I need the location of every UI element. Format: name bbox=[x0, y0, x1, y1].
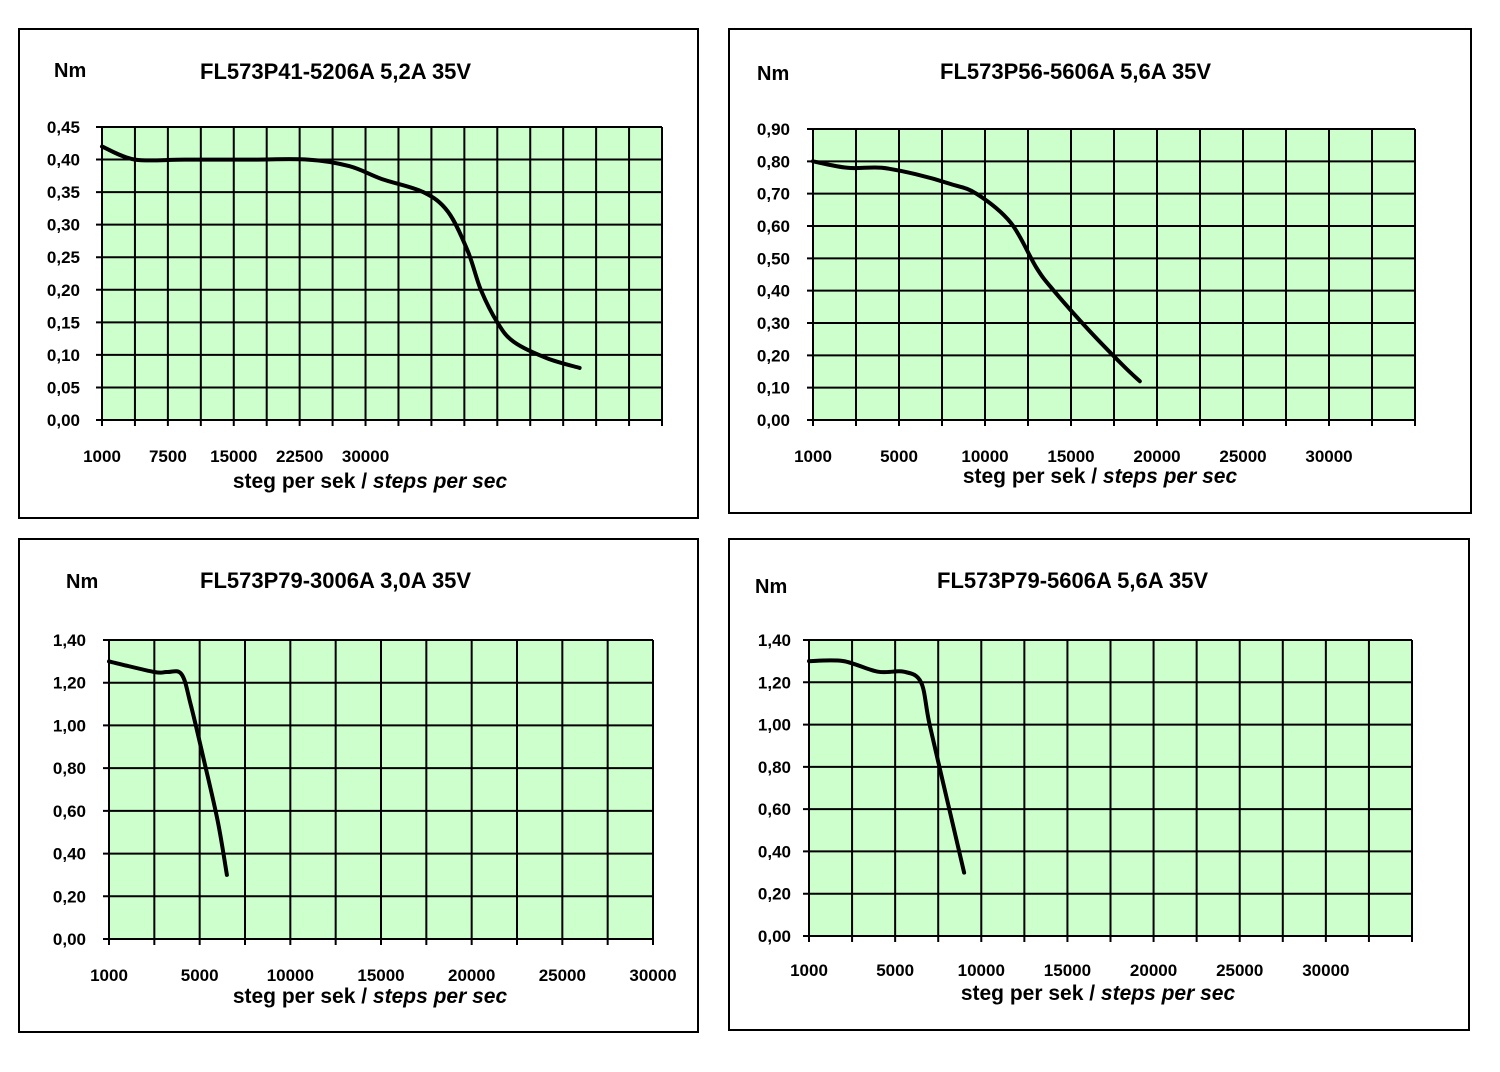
y-tick-label: 0,40 bbox=[757, 282, 790, 301]
chart-svg-1: 0,00 0,05 0,10 0,15 0,20 0,25 0,30 0,35 0,40 0,45… bbox=[47, 118, 663, 466]
y-tick-label: 0,60 bbox=[53, 802, 86, 821]
chart-title: FL573P79-3006A 3,0A 35V bbox=[200, 568, 472, 593]
x-axis-title: steg per sek / steps per sec bbox=[120, 470, 620, 494]
chart-title: FL573P41-5206A 5,2A 35V bbox=[200, 59, 472, 84]
chart-panel-2: Nm FL573P56-5606A 5,6A 35V 0,00 0,10 0,20 0… bbox=[728, 28, 1472, 514]
torque-curve bbox=[107, 659, 229, 877]
x-axis-title-main: steg per sek / bbox=[960, 982, 1101, 1005]
x-tick-label: 15000 bbox=[1044, 961, 1091, 980]
y-tick-label: 0,20 bbox=[757, 346, 790, 365]
y-tick-label: 0,35 bbox=[47, 183, 80, 202]
y-tick-label: 0,30 bbox=[47, 216, 80, 235]
y-tick-label: 0,80 bbox=[53, 759, 86, 778]
x-tick-label: 1000 bbox=[790, 961, 828, 980]
x-tick-label: 5000 bbox=[876, 961, 914, 980]
chart-panel-4: Nm FL573P79-5606A 5,6A 35V 0,00 0,20 0,40 0… bbox=[728, 538, 1470, 1031]
x-tick-label: 25000 bbox=[1216, 961, 1263, 980]
chart-svg-2: 0,00 0,10 0,20 0,30 0,40 0,50 0,60 0,70 0,80 0,90… bbox=[757, 120, 1416, 466]
y-tick-label: 0,20 bbox=[758, 885, 791, 904]
y-tick-label: 1,20 bbox=[758, 673, 791, 692]
chart-panel-1: Nm FL573P41-5206A 5,2A 35V 0,00 0,05 0,10 0… bbox=[18, 28, 699, 519]
x-tick-label: 5000 bbox=[181, 966, 219, 985]
x-tick-label: 1000 bbox=[794, 447, 832, 466]
chart-title: FL573P79-5606A 5,6A 35V bbox=[937, 568, 1209, 593]
x-tick-label: 10000 bbox=[961, 447, 1008, 466]
chart-svg-4: 0,00 0,20 0,40 0,60 0,80 1,00 1,20 1,40 1000 5000… bbox=[758, 631, 1413, 980]
chart-svg-3: 0,00 0,20 0,40 0,60 0,80 1,00 1,20 1,40 1000 5000… bbox=[53, 631, 677, 985]
x-axis-title-main: steg per sek / bbox=[962, 465, 1103, 488]
x-axis-title: steg per sek / steps per sec bbox=[848, 982, 1348, 1006]
y-tick-label: 0,10 bbox=[757, 379, 790, 398]
y-tick-label: 0,80 bbox=[757, 152, 790, 171]
chart-panel-3: Nm FL573P79-3006A 3,0A 35V 0,00 0,20 0,40 0… bbox=[18, 538, 699, 1033]
y-unit-label: Nm bbox=[66, 571, 99, 593]
x-axis-title: steg per sek / steps per sec bbox=[120, 985, 620, 1009]
x-axis-title-main: steg per sek / bbox=[232, 985, 373, 1008]
x-tick-label: 5000 bbox=[880, 447, 918, 466]
y-tick-label: 0,05 bbox=[47, 378, 80, 397]
x-tick-label: 15000 bbox=[210, 447, 257, 466]
y-tick-label: 0,40 bbox=[758, 842, 791, 861]
torque-curve bbox=[807, 658, 967, 875]
x-tick-label: 30000 bbox=[342, 447, 389, 466]
y-unit-label: Nm bbox=[54, 60, 87, 82]
y-unit-label: Nm bbox=[755, 576, 788, 598]
x-tick-label: 15000 bbox=[1047, 447, 1094, 466]
y-tick-label: 0,20 bbox=[47, 281, 80, 300]
y-tick-label: 0,20 bbox=[53, 887, 86, 906]
x-tick-label: 20000 bbox=[1133, 447, 1180, 466]
y-tick-label: 0,40 bbox=[53, 845, 86, 864]
y-tick-label: 0,00 bbox=[47, 411, 80, 430]
x-axis-title-italic: steps per sec bbox=[1102, 465, 1238, 488]
x-tick-label: 20000 bbox=[1130, 961, 1177, 980]
y-tick-label: 1,20 bbox=[53, 674, 86, 693]
x-axis-title-italic: steps per sec bbox=[372, 470, 508, 493]
y-tick-label: 0,30 bbox=[757, 314, 790, 333]
y-tick-label: 0,60 bbox=[757, 217, 790, 236]
x-tick-label: 1000 bbox=[83, 447, 121, 466]
x-tick-label: 25000 bbox=[1219, 447, 1266, 466]
x-tick-label: 20000 bbox=[448, 966, 495, 985]
y-tick-label: 0,10 bbox=[47, 346, 80, 365]
x-tick-label: 25000 bbox=[539, 966, 586, 985]
x-axis-title: steg per sek / steps per sec bbox=[850, 465, 1350, 489]
y-tick-label: 0,25 bbox=[47, 248, 80, 267]
y-tick-label: 0,00 bbox=[53, 930, 86, 949]
y-tick-label: 0,45 bbox=[47, 118, 80, 137]
plot-area bbox=[102, 127, 662, 420]
x-axis-title-italic: steps per sec bbox=[372, 985, 508, 1008]
torque-curve bbox=[811, 159, 1142, 384]
x-axis-title-main: steg per sek / bbox=[232, 470, 373, 493]
y-tick-label: 0,80 bbox=[758, 758, 791, 777]
y-tick-label: 1,40 bbox=[53, 631, 86, 650]
torque-curve bbox=[100, 144, 582, 370]
x-axis-title-italic: steps per sec bbox=[1100, 982, 1236, 1005]
y-tick-label: 0,40 bbox=[47, 151, 80, 170]
y-tick-label: 0,00 bbox=[757, 411, 790, 430]
y-unit-label: Nm bbox=[757, 63, 790, 85]
y-tick-label: 1,00 bbox=[758, 716, 791, 735]
y-tick-label: 1,00 bbox=[53, 716, 86, 735]
y-tick-label: 0,00 bbox=[758, 927, 791, 946]
x-tick-label: 10000 bbox=[958, 961, 1005, 980]
x-tick-label: 7500 bbox=[149, 447, 187, 466]
y-tick-label: 0,90 bbox=[757, 120, 790, 139]
x-tick-label: 22500 bbox=[276, 447, 323, 466]
y-tick-label: 0,60 bbox=[758, 800, 791, 819]
x-tick-label: 15000 bbox=[357, 966, 404, 985]
y-tick-label: 0,15 bbox=[47, 313, 80, 332]
x-tick-label: 30000 bbox=[629, 966, 676, 985]
y-tick-label: 0,70 bbox=[757, 185, 790, 204]
y-tick-label: 1,40 bbox=[758, 631, 791, 650]
x-tick-label: 30000 bbox=[1305, 447, 1352, 466]
chart-title: FL573P56-5606A 5,6A 35V bbox=[940, 59, 1212, 84]
x-tick-label: 30000 bbox=[1302, 961, 1349, 980]
y-tick-label: 0,50 bbox=[757, 249, 790, 268]
x-tick-label: 10000 bbox=[267, 966, 314, 985]
x-tick-label: 1000 bbox=[90, 966, 128, 985]
